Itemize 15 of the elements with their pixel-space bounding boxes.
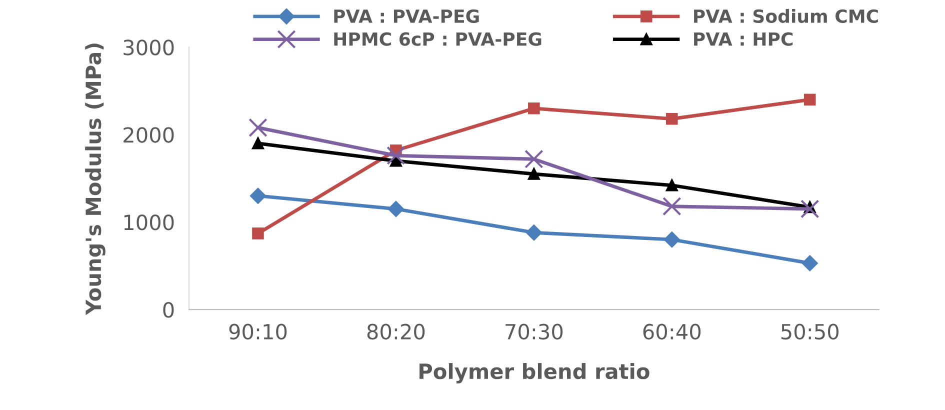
y-tick-label: 0 <box>163 302 174 318</box>
legend-label: PVA : PVA-PEG <box>334 9 479 24</box>
x-axis-title: Polymer blend ratio <box>420 363 650 384</box>
y-tick-label: 3000 <box>124 40 174 56</box>
legend-label: PVA : HPC <box>694 32 793 46</box>
x-tick-label: 70:30 <box>506 324 563 340</box>
y-axis-title: Young's Modulus (MPa) <box>85 44 106 316</box>
y-tick-label: 2000 <box>124 127 174 143</box>
legend-label: PVA : Sodium CMC <box>694 9 878 24</box>
legend-label: HPMC 6cP : PVA-PEG <box>334 32 542 46</box>
y-tick-label: 1000 <box>124 214 174 230</box>
x-tick-label: 50:50 <box>781 324 838 340</box>
x-tick-label: 90:10 <box>229 324 287 340</box>
x-tick-label: 60:40 <box>643 324 701 340</box>
x-tick-label: 80:20 <box>367 324 425 340</box>
